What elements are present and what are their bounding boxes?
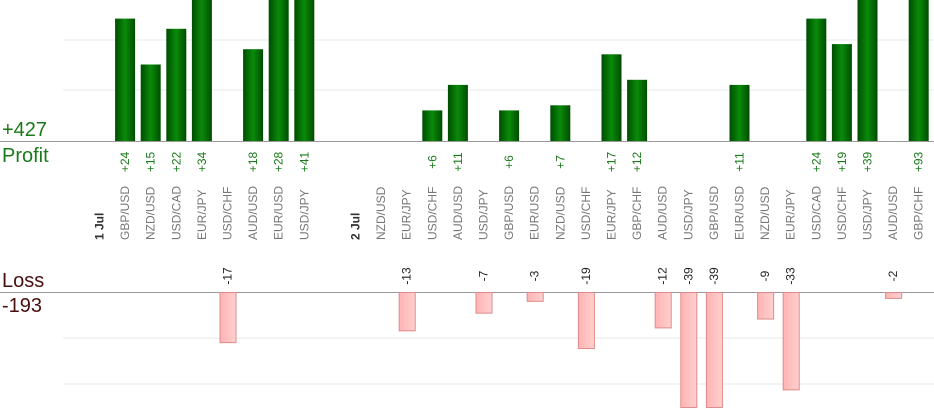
profit-bar: [166, 28, 187, 141]
profit-bar: [243, 49, 264, 142]
profit-value-label: +34: [195, 151, 209, 172]
loss-value-label: -39: [681, 267, 695, 285]
loss-bars: -17 -13 -7 -3 -19 -12 -39 -39 -9 -33 -2: [219, 267, 903, 409]
profit-bar: [908, 0, 929, 141]
loss-value-label: -7: [477, 270, 491, 281]
profit-value-label: +6: [425, 155, 439, 169]
profit-bar: [447, 84, 468, 141]
profit-bar: [499, 110, 520, 141]
category-label: GBP/USD: [707, 186, 721, 240]
profit-bars: +24 +15 +22 +34 +18 +28 +41 +6 +11 +6 +7 +17 +12 +11 +…: [115, 0, 929, 172]
profit-label: Profit: [2, 145, 49, 167]
category-label: GBP/USD: [502, 186, 516, 240]
profit-bar: [294, 0, 315, 141]
category-label: EUR/USD: [733, 186, 747, 240]
category-label: EUR/JPY: [400, 189, 414, 240]
category-label: USD/CHF: [579, 187, 593, 240]
loss-value-label: -17: [221, 267, 235, 285]
loss-bar: [757, 292, 775, 320]
profit-value-label: +39: [861, 151, 875, 172]
category-label: AUD/USD: [246, 186, 260, 240]
category-label: NZD/USD: [553, 186, 567, 240]
loss-bar: [705, 292, 723, 409]
loss-bar: [577, 292, 595, 350]
date-label: 1 Jul: [93, 213, 107, 240]
loss-value-label: -3: [528, 270, 542, 281]
category-label: AUD/USD: [451, 186, 465, 240]
loss-bar: [654, 292, 672, 329]
category-label: EUR/JPY: [195, 189, 209, 240]
category-label: USD/JPY: [681, 189, 695, 240]
loss-value-label: -13: [400, 267, 414, 285]
category-label: NZD/USD: [144, 186, 158, 240]
profit-value-label: +19: [835, 151, 849, 172]
category-label: USD/JPY: [861, 189, 875, 240]
profit-bar: [550, 105, 571, 141]
category-label: USD/CHF: [221, 187, 235, 240]
profit-bar: [857, 0, 878, 141]
loss-bar: [680, 292, 698, 409]
category-label: GBP/USD: [118, 186, 132, 240]
loss-value-label: -2: [886, 270, 900, 281]
category-label: GBP/CHF: [912, 187, 926, 240]
category-label: AUD/USD: [656, 186, 670, 240]
category-label: USD/JPY: [477, 189, 491, 240]
loss-bar: [475, 292, 493, 314]
category-label: GBP/CHF: [630, 187, 644, 240]
profit-value-label: +93: [912, 151, 926, 172]
profit-bar: [729, 84, 750, 141]
profit-bar: [140, 64, 161, 141]
profit-bar: [806, 18, 827, 142]
category-label: EUR/USD: [272, 186, 286, 240]
profit-value-label: +18: [246, 151, 260, 172]
profit-bar: [115, 18, 136, 142]
category-labels: 1 Jul GBP/USD NZD/USD USD/CAD EUR/JPY USD/CHF…: [93, 186, 926, 240]
category-label: USD/CAD: [169, 186, 183, 240]
loss-label: Loss: [2, 270, 45, 292]
category-label: EUR/JPY: [605, 189, 619, 240]
loss-bar: [526, 292, 544, 302]
profit-value-label: +11: [733, 152, 747, 172]
loss-value-label: -19: [579, 267, 593, 285]
profit-value-label: +11: [451, 152, 465, 172]
profit-value-label: +28: [272, 151, 286, 172]
category-label: USD/JPY: [297, 189, 311, 240]
loss-bar: [219, 292, 237, 344]
category-label: NZD/USD: [374, 186, 388, 240]
loss-bar: [885, 292, 903, 299]
loss-total: -193: [2, 295, 43, 317]
profit-value-label: +24: [118, 151, 132, 172]
profit-bar: [627, 79, 648, 141]
profit-value-label: +22: [169, 151, 183, 172]
loss-bar: [782, 292, 800, 391]
profit-bar: [831, 44, 852, 141]
category-label: USD/CHF: [425, 187, 439, 240]
profit-bar: [422, 110, 443, 141]
profit-bar: [191, 0, 212, 141]
profit-bar: [268, 0, 289, 141]
profit-value-label: +17: [605, 151, 619, 172]
category-label: USD/CHF: [835, 187, 849, 240]
axes: [0, 141, 934, 293]
loss-value-label: -12: [656, 267, 670, 285]
category-label: EUR/JPY: [784, 189, 798, 240]
loss-bar: [398, 292, 416, 332]
profit-value-label: +15: [144, 151, 158, 172]
loss-value-label: -9: [758, 270, 772, 281]
profit-value-label: +41: [297, 151, 311, 172]
loss-value-label: -33: [784, 267, 798, 285]
date-label: 2 Jul: [349, 213, 363, 240]
profit-value-label: +7: [553, 155, 567, 169]
category-label: USD/CAD: [809, 186, 823, 240]
profit-bar: [601, 54, 622, 141]
profit-value-label: +12: [630, 151, 644, 172]
profit-value-label: +6: [502, 155, 516, 169]
category-label: NZD/USD: [758, 186, 772, 240]
category-label: AUD/USD: [886, 186, 900, 240]
profit-total: +427: [2, 119, 48, 141]
profit-value-label: +24: [809, 151, 823, 172]
loss-value-label: -39: [707, 267, 721, 285]
category-label: EUR/USD: [528, 186, 542, 240]
